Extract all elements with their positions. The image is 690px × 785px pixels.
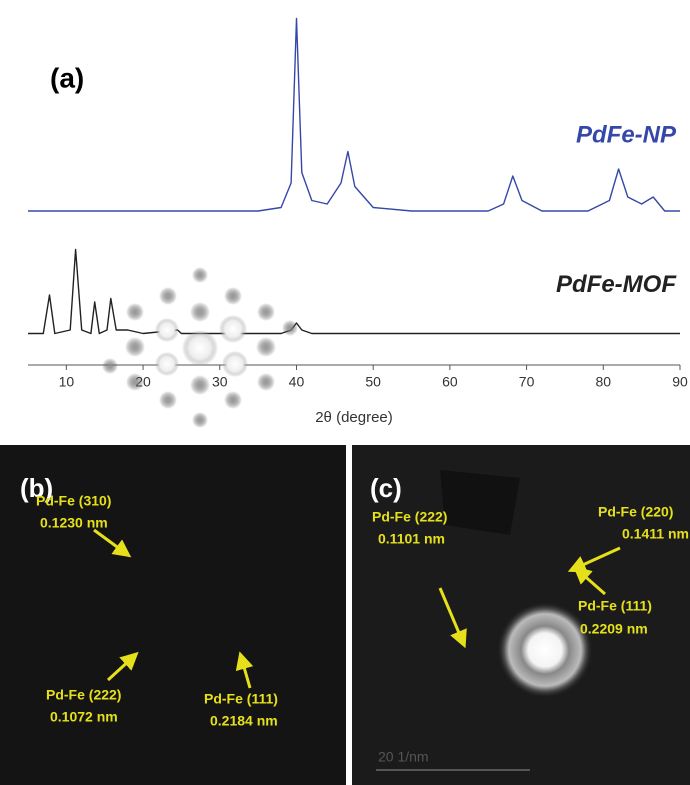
arrow (438, 587, 467, 649)
series-label: PdFe-MOF (556, 271, 677, 298)
arrow (235, 651, 254, 689)
annotation: 0.2209 nm (580, 621, 648, 637)
panel-label: (b) (20, 473, 53, 503)
x-tick-label: 90 (672, 374, 688, 390)
x-tick-label: 70 (519, 374, 535, 390)
x-tick-label: 50 (365, 374, 381, 390)
annotation: Pd-Fe (222) (372, 509, 447, 525)
annotation: Pd-Fe (111) (578, 598, 652, 614)
x-tick-label: 10 (59, 374, 75, 390)
diffraction-spots (102, 267, 298, 428)
annotation: Pd-Fe (111) (204, 691, 278, 707)
x-tick-label: 60 (442, 374, 458, 390)
annotation: 0.1101 nm (378, 531, 445, 547)
arrow (93, 528, 132, 558)
arrow (567, 546, 621, 573)
annotation: 0.1230 nm (40, 515, 108, 531)
series-line (28, 248, 680, 335)
series-line (28, 17, 680, 212)
annotation: 0.1411 nm (622, 526, 689, 542)
arrow (573, 566, 606, 596)
annotation: 0.2184 nm (210, 713, 278, 729)
annotation: Pd-Fe (220) (598, 504, 673, 520)
x-axis-label: 2θ (degree) (315, 409, 393, 426)
series-label: PdFe-NP (576, 121, 677, 148)
x-tick-label: 40 (289, 374, 305, 390)
arrow (106, 651, 139, 682)
diffraction-ring (497, 602, 593, 698)
panel-label: (c) (370, 473, 402, 503)
panel-label: (a) (50, 62, 84, 93)
scale-bar-label: 20 1/nm (378, 749, 429, 765)
annotation: 0.1072 nm (50, 709, 118, 725)
x-tick-label: 80 (596, 374, 612, 390)
annotation: Pd-Fe (310) (36, 493, 111, 509)
beam-stop (440, 470, 520, 535)
x-tick-label: 30 (212, 374, 228, 390)
panel-b-image (0, 445, 346, 785)
annotation: Pd-Fe (222) (46, 687, 121, 703)
